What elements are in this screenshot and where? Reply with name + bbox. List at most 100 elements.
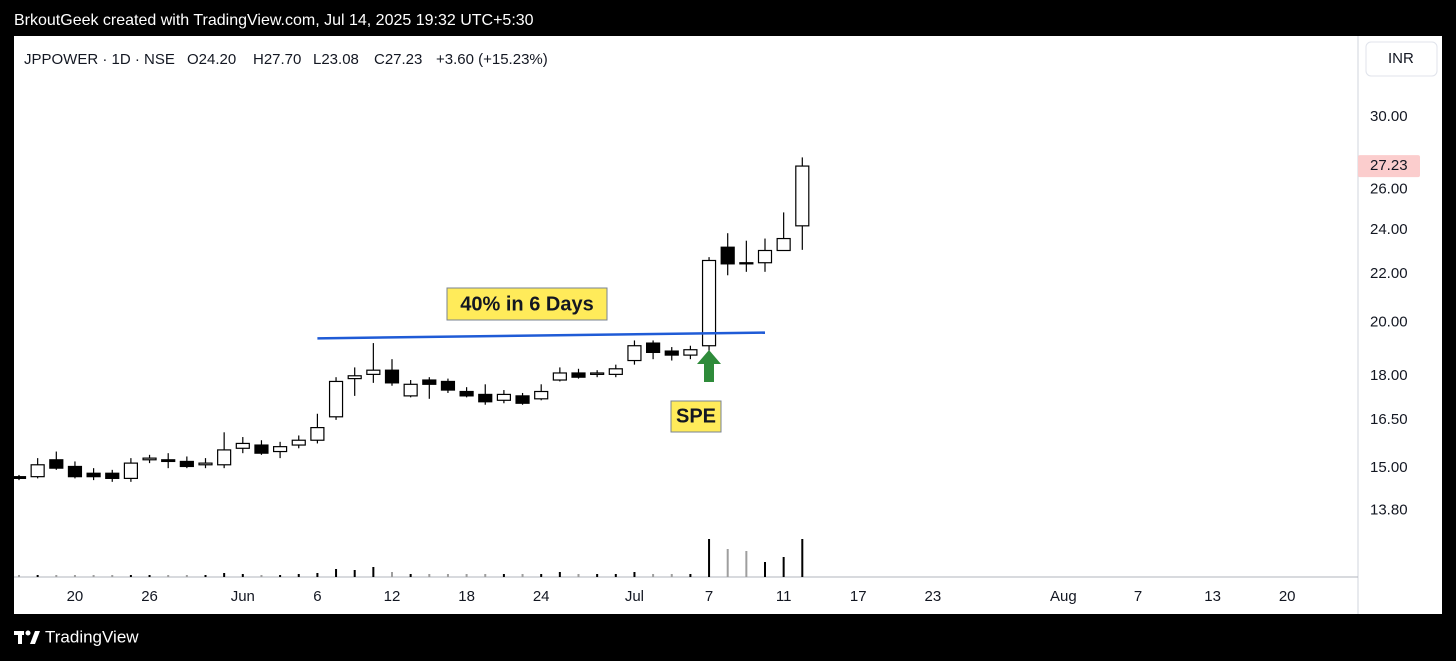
volume-bar	[297, 574, 300, 577]
x-tick-label: 23	[925, 588, 942, 605]
x-tick-label: 26	[141, 588, 158, 605]
candle-body	[515, 395, 530, 404]
candle-body	[571, 372, 586, 378]
volume-bar	[279, 575, 282, 577]
volume-bar	[391, 572, 393, 577]
chart-area	[14, 36, 1442, 614]
candle-body	[757, 249, 773, 264]
arrow	[697, 350, 721, 382]
volume-bar	[335, 569, 338, 577]
annotation-box	[446, 287, 608, 321]
volume-bar	[633, 572, 636, 577]
x-tick-label: 13	[1204, 588, 1221, 605]
symbol: JPPOWER · 1D · NSE	[24, 51, 175, 68]
volume-bar	[73, 575, 76, 577]
annotation: 40% in 6 Days	[460, 293, 593, 315]
currency-box[interactable]	[1365, 41, 1438, 77]
candle-body	[739, 262, 754, 265]
volume-bar	[558, 572, 561, 577]
volume-bar	[316, 573, 319, 577]
volume-bar	[782, 557, 785, 577]
volume-bar	[596, 574, 599, 577]
volume-bar	[167, 575, 170, 577]
x-tick-label: Jun	[231, 588, 255, 605]
candle-body	[422, 379, 437, 385]
candle-body	[459, 390, 474, 397]
x-tick-label: 7	[705, 588, 713, 605]
volume-bar	[241, 574, 244, 577]
y-tick-label: 13.80	[1370, 501, 1408, 518]
volume-bar	[185, 575, 188, 577]
candle-body	[552, 372, 567, 381]
volume-bar	[204, 575, 207, 577]
y-tick-label: 20.00	[1370, 313, 1408, 330]
volume-bar	[465, 574, 468, 577]
banner: BrkoutGeek created with TradingView.com,…	[14, 12, 534, 29]
volume-bar	[409, 574, 412, 577]
y-tick-label: 16.50	[1370, 411, 1408, 428]
volume-bar	[745, 551, 748, 577]
x-tick-label: 18	[458, 588, 475, 605]
y-tick-label: 24.00	[1370, 221, 1408, 238]
y-tick-label: 22.00	[1370, 265, 1408, 282]
candle-body	[683, 349, 698, 356]
candle-body	[776, 237, 791, 252]
candle-body	[235, 442, 250, 449]
candle-body	[720, 246, 735, 265]
volume-bar	[521, 574, 524, 577]
candle-body	[608, 368, 623, 375]
volume-bar	[764, 562, 766, 577]
x-tick-label: 6	[313, 588, 321, 605]
volume-bar	[446, 574, 449, 577]
candle-body	[179, 460, 194, 468]
candle-body	[701, 259, 717, 347]
volume-bar	[484, 574, 487, 577]
candle-body	[105, 472, 120, 479]
candle-body	[328, 380, 344, 418]
trendline	[317, 331, 766, 340]
candle-body	[534, 390, 549, 400]
volume-bar	[670, 574, 673, 577]
last-price-label: 27.23	[1370, 157, 1408, 174]
x-tick-label: 12	[384, 588, 401, 605]
volume-bar	[129, 575, 132, 577]
candle-body	[198, 462, 213, 466]
volume-bar	[223, 573, 226, 577]
candle-body	[30, 464, 45, 478]
volume-bar	[148, 575, 151, 577]
volume-bar	[689, 574, 692, 577]
candle-body	[123, 462, 139, 479]
volume-bar	[372, 567, 375, 577]
candle-body	[273, 446, 288, 453]
candle-body	[67, 465, 83, 478]
volume-bar	[614, 574, 617, 577]
candle-body	[310, 427, 325, 441]
y-tick-label: 26.00	[1370, 180, 1408, 197]
candle-body	[366, 369, 381, 375]
close-label: C27.23	[374, 51, 422, 68]
x-tick-label: Jul	[625, 588, 644, 605]
open-label: O24.20	[187, 51, 236, 68]
candle-body	[254, 444, 269, 454]
candle-body	[14, 476, 27, 479]
volume-bar	[801, 539, 804, 577]
y-tick-label: 30.00	[1370, 108, 1408, 125]
volume-bar	[55, 575, 58, 577]
plot	[14, 157, 810, 577]
candle-body	[291, 439, 306, 446]
candle-body	[49, 459, 64, 469]
candle-body	[664, 350, 679, 356]
volume-bar	[260, 575, 263, 577]
high-label: H27.70	[253, 51, 301, 68]
volume-bar	[726, 549, 729, 577]
volume-bar	[36, 575, 39, 577]
volume-bar	[577, 574, 580, 577]
volume-bar	[111, 575, 114, 577]
x-tick-label: 11	[776, 588, 792, 605]
volume-bar	[92, 575, 95, 577]
x-tick-label: 24	[533, 588, 550, 605]
volume-bar	[652, 574, 655, 577]
candle-body	[403, 383, 418, 397]
candle-body	[590, 372, 605, 375]
